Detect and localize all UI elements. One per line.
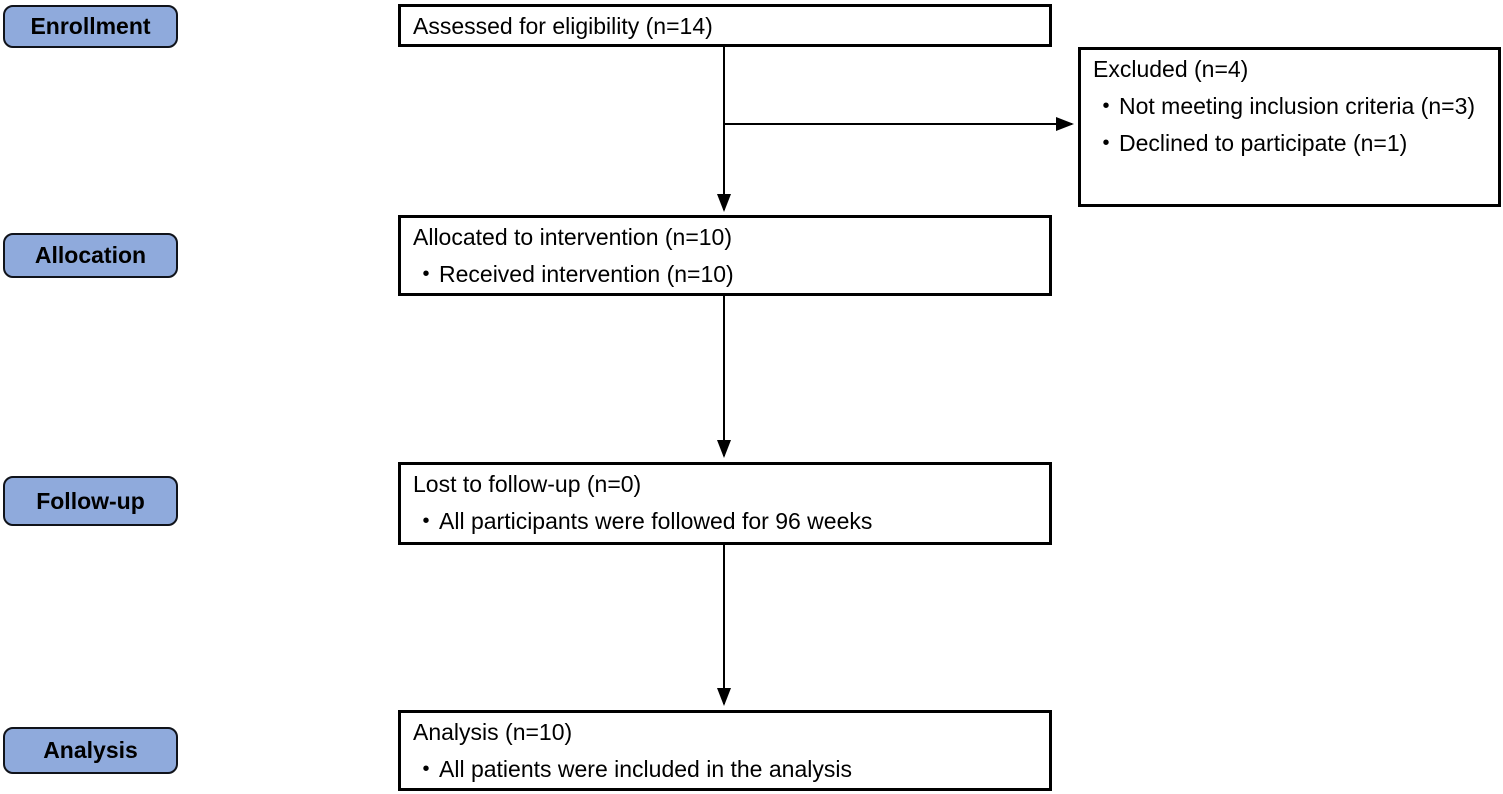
stage-label-followup: Follow-up	[3, 476, 178, 526]
bullet-marker: •	[422, 510, 430, 532]
bullet-marker: •	[1102, 95, 1110, 117]
bullet-text: All participants were followed for 96 we…	[439, 508, 873, 534]
box-excluded: Excluded (n=4) • Not meeting inclusion c…	[1078, 47, 1501, 207]
stage-label-text: Enrollment	[30, 13, 151, 39]
bullet-item: • Declined to participate (n=1)	[1093, 125, 1490, 162]
stage-label-text: Allocation	[34, 242, 147, 268]
stage-label-text: Analysis	[43, 737, 138, 763]
bullet-item: • Received intervention (n=10)	[413, 256, 1041, 293]
bullet-item: • All participants were followed for 96 …	[413, 503, 1041, 540]
box-title: Analysis (n=10)	[413, 719, 573, 745]
bullet-text: Declined to participate (n=1)	[1119, 130, 1408, 156]
box-analysis: Analysis (n=10) • All patients were incl…	[398, 710, 1052, 791]
box-title: Assessed for eligibility (n=14)	[413, 13, 713, 39]
box-title: Excluded (n=4)	[1093, 56, 1249, 82]
bullet-marker: •	[1102, 132, 1110, 154]
bullet-item: • Not meeting inclusion criteria (n=3)	[1093, 88, 1490, 125]
stage-label-allocation: Allocation	[3, 233, 178, 278]
box-allocated-to-intervention: Allocated to intervention (n=10) • Recei…	[398, 215, 1052, 296]
bullet-item: • All patients were included in the anal…	[413, 751, 1041, 788]
box-lost-to-followup: Lost to follow-up (n=0) • All participan…	[398, 462, 1052, 545]
bullet-text: All patients were included in the analys…	[439, 756, 852, 782]
box-assessed-for-eligibility: Assessed for eligibility (n=14)	[398, 4, 1052, 47]
stage-label-text: Follow-up	[36, 487, 145, 514]
stage-label-analysis: Analysis	[3, 727, 178, 774]
stage-label-enrollment: Enrollment	[3, 5, 178, 48]
bullet-text: Not meeting inclusion criteria (n=3)	[1119, 93, 1476, 119]
box-title: Lost to follow-up (n=0)	[413, 471, 642, 497]
bullet-marker: •	[422, 263, 430, 285]
bullet-text: Received intervention (n=10)	[439, 261, 734, 287]
box-title: Allocated to intervention (n=10)	[413, 224, 733, 250]
bullet-marker: •	[422, 758, 430, 780]
